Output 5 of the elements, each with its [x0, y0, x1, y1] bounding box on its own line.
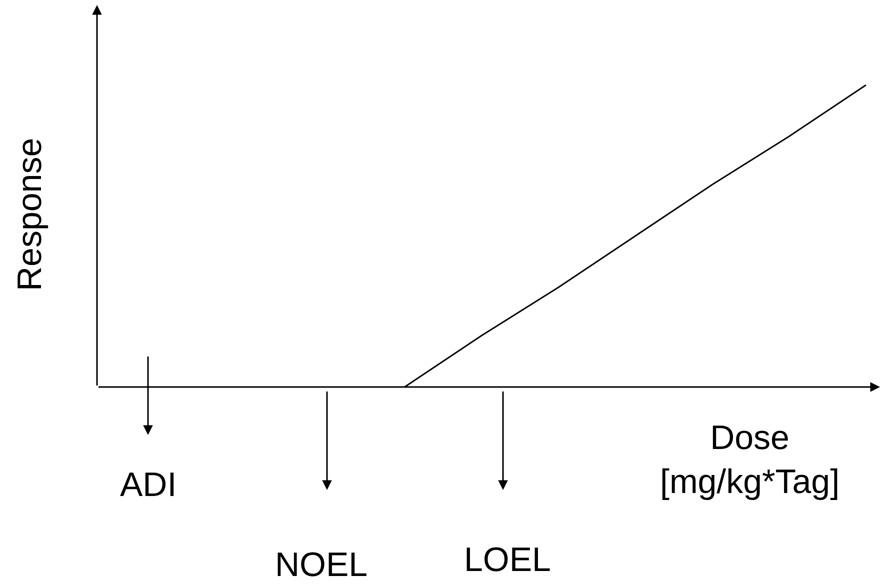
x-axis-title: Dose [mg/kg*Tag] — [660, 419, 840, 502]
text: NOEL — [275, 546, 368, 584]
text: ADI — [120, 466, 177, 504]
text: LOEL — [464, 541, 551, 579]
y-axis-title: Response — [11, 138, 49, 291]
